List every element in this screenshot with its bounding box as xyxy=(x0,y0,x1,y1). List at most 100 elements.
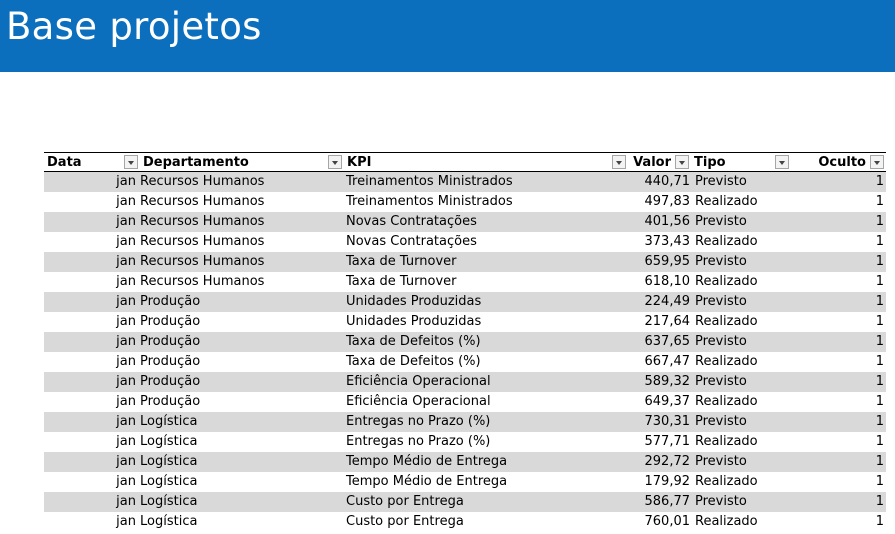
cell-tipo[interactable]: Previsto xyxy=(695,214,747,229)
table-row[interactable]: jan Recursos Humanos Treinamentos Ministra… xyxy=(44,172,886,192)
cell-tipo[interactable]: Previsto xyxy=(695,374,747,389)
cell-departamento[interactable]: Logística xyxy=(140,514,198,529)
cell-data[interactable]: jan xyxy=(116,234,136,249)
cell-valor[interactable]: 589,32 xyxy=(644,374,691,389)
table-row[interactable]: jan Produção Eficiência Operacional 589,32 P… xyxy=(44,372,886,392)
cell-data[interactable]: jan xyxy=(116,254,136,269)
cell-departamento[interactable]: Produção xyxy=(140,314,201,329)
table-row[interactable]: jan Logística Custo por Entrega 586,77 Previ… xyxy=(44,492,886,512)
table-row[interactable]: jan Recursos Humanos Novas Contratações 373… xyxy=(44,232,886,252)
cell-data[interactable]: jan xyxy=(116,294,136,309)
cell-data[interactable]: jan xyxy=(116,514,136,529)
cell-data[interactable]: jan xyxy=(116,314,136,329)
cell-tipo[interactable]: Previsto xyxy=(695,254,747,269)
cell-data[interactable]: jan xyxy=(116,434,136,449)
cell-kpi[interactable]: Entregas no Prazo (%) xyxy=(346,434,491,449)
cell-data[interactable]: jan xyxy=(116,354,136,369)
cell-oculto[interactable]: 1 xyxy=(875,294,884,309)
cell-data[interactable]: jan xyxy=(116,214,136,229)
table-row[interactable]: jan Recursos Humanos Taxa de Turnover 659,9… xyxy=(44,252,886,272)
cell-kpi[interactable]: Unidades Produzidas xyxy=(346,314,482,329)
cell-kpi[interactable]: Novas Contratações xyxy=(346,234,477,249)
cell-departamento[interactable]: Recursos Humanos xyxy=(140,234,265,249)
cell-kpi[interactable]: Eficiência Operacional xyxy=(346,374,491,389)
cell-valor[interactable]: 497,83 xyxy=(644,194,691,209)
cell-oculto[interactable]: 1 xyxy=(875,374,884,389)
cell-valor[interactable]: 577,71 xyxy=(644,434,691,449)
cell-departamento[interactable]: Produção xyxy=(140,374,201,389)
cell-departamento[interactable]: Recursos Humanos xyxy=(140,274,265,289)
cell-kpi[interactable]: Custo por Entrega xyxy=(346,494,464,509)
cell-kpi[interactable]: Treinamentos Ministrados xyxy=(346,194,513,209)
cell-oculto[interactable]: 1 xyxy=(875,234,884,249)
cell-departamento[interactable]: Recursos Humanos xyxy=(140,174,265,189)
filter-dropdown-icon[interactable] xyxy=(675,155,689,169)
cell-tipo[interactable]: Realizado xyxy=(695,394,758,409)
cell-oculto[interactable]: 1 xyxy=(875,454,884,469)
cell-tipo[interactable]: Previsto xyxy=(695,294,747,309)
cell-data[interactable]: jan xyxy=(116,194,136,209)
table-row[interactable]: jan Produção Eficiência Operacional 649,37 R… xyxy=(44,392,886,412)
cell-data[interactable]: jan xyxy=(116,474,136,489)
cell-data[interactable]: jan xyxy=(116,494,136,509)
cell-valor[interactable]: 224,49 xyxy=(644,294,691,309)
filter-dropdown-icon[interactable] xyxy=(870,155,884,169)
filter-dropdown-icon[interactable] xyxy=(612,155,626,169)
cell-valor[interactable]: 586,77 xyxy=(644,494,691,509)
cell-departamento[interactable]: Produção xyxy=(140,294,201,309)
cell-kpi[interactable]: Taxa de Defeitos (%) xyxy=(346,334,481,349)
cell-valor[interactable]: 373,43 xyxy=(644,234,691,249)
table-row[interactable]: jan Logística Custo por Entrega 760,01 Reali… xyxy=(44,512,886,532)
cell-departamento[interactable]: Produção xyxy=(140,354,201,369)
cell-data[interactable]: jan xyxy=(116,174,136,189)
cell-tipo[interactable]: Realizado xyxy=(695,274,758,289)
cell-departamento[interactable]: Produção xyxy=(140,394,201,409)
cell-tipo[interactable]: Previsto xyxy=(695,174,747,189)
cell-valor[interactable]: 618,10 xyxy=(644,274,691,289)
cell-tipo[interactable]: Previsto xyxy=(695,414,747,429)
cell-oculto[interactable]: 1 xyxy=(875,354,884,369)
table-row[interactable]: jan Produção Taxa de Defeitos (%) 637,65 Pre… xyxy=(44,332,886,352)
table-row[interactable]: jan Logística Entregas no Prazo (%) 730,31 P… xyxy=(44,412,886,432)
cell-tipo[interactable]: Realizado xyxy=(695,474,758,489)
cell-data[interactable]: jan xyxy=(116,454,136,469)
cell-departamento[interactable]: Logística xyxy=(140,494,198,509)
cell-departamento[interactable]: Recursos Humanos xyxy=(140,194,265,209)
cell-departamento[interactable]: Logística xyxy=(140,474,198,489)
cell-tipo[interactable]: Previsto xyxy=(695,454,747,469)
cell-oculto[interactable]: 1 xyxy=(875,474,884,489)
cell-tipo[interactable]: Previsto xyxy=(695,334,747,349)
table-row[interactable]: jan Logística Entregas no Prazo (%) 577,71 R… xyxy=(44,432,886,452)
table-row[interactable]: jan Recursos Humanos Treinamentos Ministra… xyxy=(44,192,886,212)
cell-oculto[interactable]: 1 xyxy=(875,334,884,349)
cell-kpi[interactable]: Tempo Médio de Entrega xyxy=(346,454,508,469)
cell-kpi[interactable]: Tempo Médio de Entrega xyxy=(346,474,508,489)
cell-oculto[interactable]: 1 xyxy=(875,314,884,329)
cell-oculto[interactable]: 1 xyxy=(875,214,884,229)
cell-kpi[interactable]: Unidades Produzidas xyxy=(346,294,482,309)
table-row[interactable]: jan Produção Unidades Produzidas 224,49 Prev… xyxy=(44,292,886,312)
cell-valor[interactable]: 659,95 xyxy=(644,254,691,269)
cell-data[interactable]: jan xyxy=(116,374,136,389)
cell-tipo[interactable]: Realizado xyxy=(695,434,758,449)
cell-valor[interactable]: 217,64 xyxy=(644,314,691,329)
cell-oculto[interactable]: 1 xyxy=(875,434,884,449)
cell-departamento[interactable]: Recursos Humanos xyxy=(140,214,265,229)
cell-oculto[interactable]: 1 xyxy=(875,394,884,409)
cell-kpi[interactable]: Treinamentos Ministrados xyxy=(346,174,513,189)
cell-valor[interactable]: 179,92 xyxy=(644,474,691,489)
cell-oculto[interactable]: 1 xyxy=(875,254,884,269)
cell-valor[interactable]: 760,01 xyxy=(644,514,691,529)
cell-kpi[interactable]: Novas Contratações xyxy=(346,214,477,229)
cell-kpi[interactable]: Eficiência Operacional xyxy=(346,394,491,409)
cell-valor[interactable]: 401,56 xyxy=(644,214,691,229)
cell-kpi[interactable]: Taxa de Turnover xyxy=(346,254,457,269)
cell-valor[interactable]: 637,65 xyxy=(644,334,691,349)
table-row[interactable]: jan Logística Tempo Médio de Entrega 292,72… xyxy=(44,452,886,472)
cell-data[interactable]: jan xyxy=(116,414,136,429)
table-row[interactable]: jan Recursos Humanos Novas Contratações 401… xyxy=(44,212,886,232)
cell-kpi[interactable]: Entregas no Prazo (%) xyxy=(346,414,491,429)
table-row[interactable]: jan Recursos Humanos Taxa de Turnover 618,1… xyxy=(44,272,886,292)
table-row[interactable]: jan Logística Tempo Médio de Entrega 179,92… xyxy=(44,472,886,492)
cell-oculto[interactable]: 1 xyxy=(875,414,884,429)
